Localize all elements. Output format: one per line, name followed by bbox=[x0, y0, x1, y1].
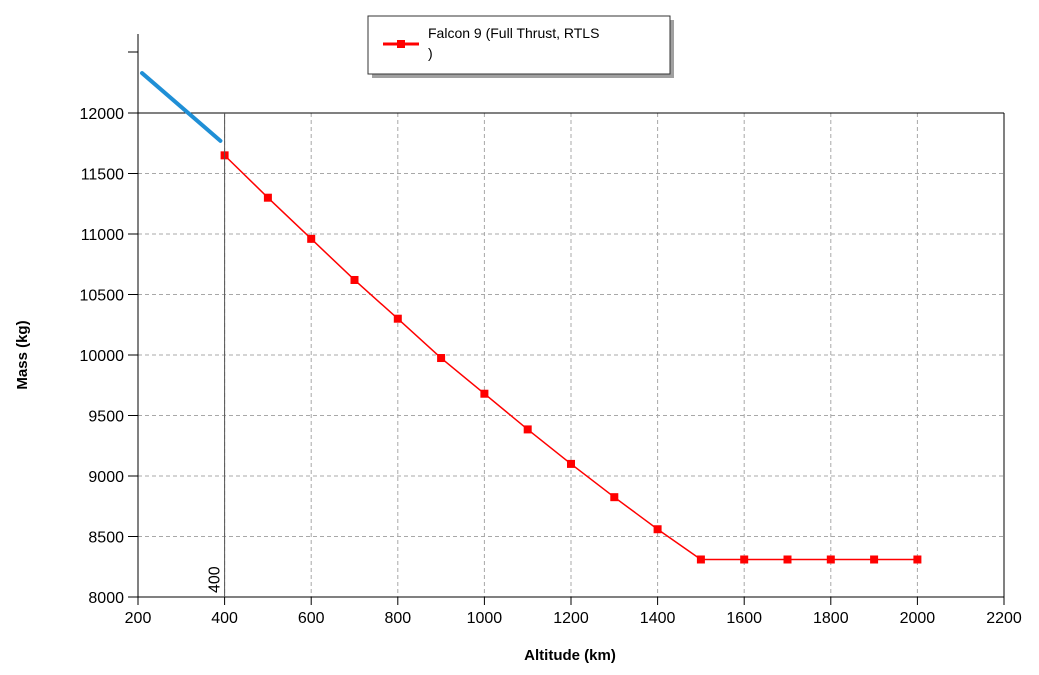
legend: Falcon 9 (Full Thrust, RTLS ) bbox=[367, 15, 674, 78]
annotation-label: 400 bbox=[207, 566, 224, 593]
data-point-marker bbox=[870, 555, 879, 564]
data-point-marker bbox=[523, 425, 532, 434]
legend-marker-sample bbox=[397, 40, 405, 48]
x-tick-label: 600 bbox=[298, 610, 325, 627]
y-tick-label: 9500 bbox=[88, 409, 124, 426]
x-tick-label: 800 bbox=[384, 610, 411, 627]
x-tick-label: 2200 bbox=[986, 610, 1022, 627]
y-tick-label: 10000 bbox=[80, 348, 125, 365]
x-tick-label: 1800 bbox=[813, 610, 849, 627]
data-point-marker bbox=[610, 493, 619, 502]
data-point-marker bbox=[350, 275, 359, 284]
series-layer bbox=[220, 151, 922, 564]
x-tick-label: 400 bbox=[211, 610, 238, 627]
data-point-marker bbox=[480, 389, 489, 398]
y-axis-title: Mass (kg) bbox=[14, 320, 31, 389]
data-point-marker bbox=[740, 555, 749, 564]
y-tick-label: 8000 bbox=[88, 590, 124, 607]
blue-stroke-mark bbox=[140, 71, 223, 143]
annotation-layer: 400 bbox=[140, 71, 226, 597]
y-tick-label: 9000 bbox=[88, 469, 124, 486]
data-point-marker bbox=[437, 354, 446, 363]
y-tick-label: 10500 bbox=[80, 288, 125, 305]
y-tick-label: 8500 bbox=[88, 530, 124, 547]
data-point-marker bbox=[393, 314, 402, 323]
x-tick-label: 1400 bbox=[640, 610, 676, 627]
legend-label-line-2: ) bbox=[428, 45, 433, 61]
x-tick-label: 200 bbox=[125, 610, 152, 627]
data-point-marker bbox=[567, 459, 575, 468]
data-point-marker bbox=[263, 193, 272, 202]
data-point-marker bbox=[307, 234, 316, 243]
data-point-marker bbox=[696, 555, 705, 564]
y-tick-label: 11000 bbox=[81, 227, 124, 244]
grid-layer bbox=[138, 113, 1004, 597]
data-point-marker bbox=[913, 555, 922, 564]
x-axis-title: Altitude (km) bbox=[524, 647, 616, 664]
x-tick-label: 1200 bbox=[553, 610, 589, 627]
axis-layer: 8000 8500 9000 9500 10000 10500 11000 11500 1200… bbox=[80, 34, 1022, 627]
legend-label-line-1: Falcon 9 (Full Thrust, RTLS bbox=[428, 25, 599, 41]
x-tick-label: 2000 bbox=[900, 610, 936, 627]
y-tick-label: 12000 bbox=[80, 106, 125, 123]
data-point-marker bbox=[826, 555, 835, 564]
x-tick-label: 1000 bbox=[467, 610, 503, 627]
y-tick-label: 11500 bbox=[81, 167, 124, 184]
data-point-marker bbox=[653, 525, 662, 534]
data-point-marker bbox=[783, 555, 792, 564]
x-tick-label: 1600 bbox=[726, 610, 762, 627]
